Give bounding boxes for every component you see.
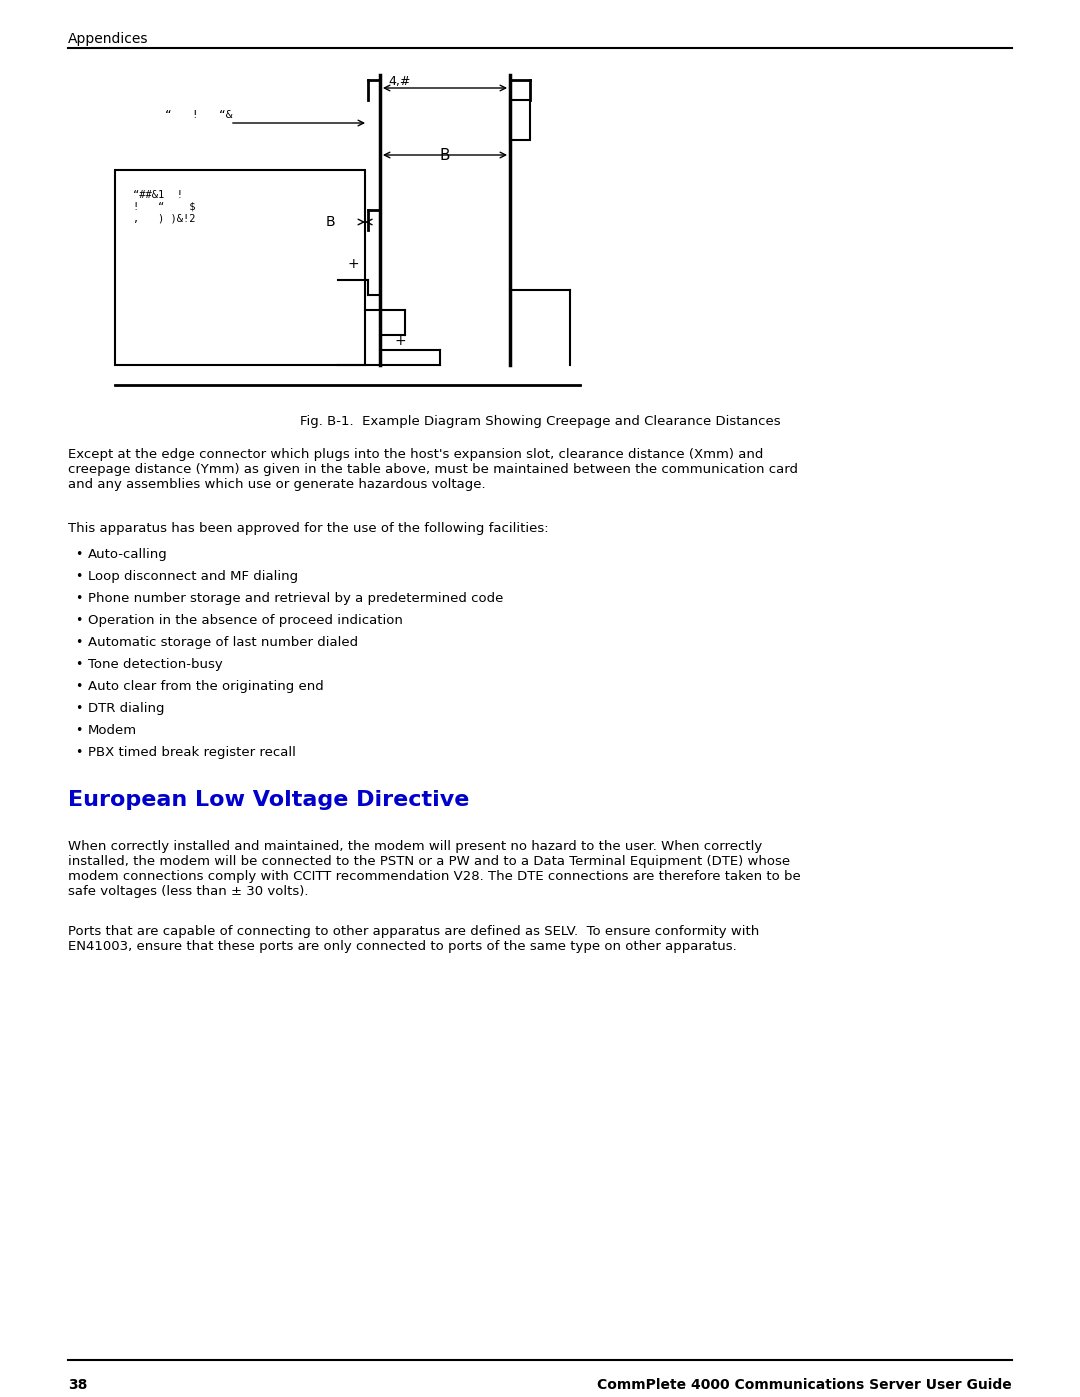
Text: This apparatus has been approved for the use of the following facilities:: This apparatus has been approved for the… (68, 522, 549, 535)
Bar (510, 101, 530, 140)
Text: Tone detection-busy: Tone detection-busy (87, 658, 222, 671)
Text: CommPlete 4000 Communications Server User Guide: CommPlete 4000 Communications Server Use… (597, 1377, 1012, 1391)
Text: •: • (75, 680, 82, 693)
Text: “   !   “&: “ ! “& (165, 110, 232, 120)
Text: Except at the edge connector which plugs into the host's expansion slot, clearan: Except at the edge connector which plugs… (68, 448, 798, 490)
Text: PBX timed break register recall: PBX timed break register recall (87, 746, 296, 759)
Text: •: • (75, 746, 82, 759)
Text: “##&1  !
!   “    $
,   ) )&!2: “##&1 ! ! “ $ , ) )&!2 (133, 190, 195, 224)
Text: •: • (75, 724, 82, 738)
Text: Phone number storage and retrieval by a predetermined code: Phone number storage and retrieval by a … (87, 592, 503, 605)
Text: Auto-calling: Auto-calling (87, 548, 167, 562)
Text: When correctly installed and maintained, the modem will present no hazard to the: When correctly installed and maintained,… (68, 840, 800, 898)
Text: 38: 38 (68, 1377, 87, 1391)
Text: 4,#: 4,# (389, 75, 411, 88)
Text: +: + (394, 334, 406, 348)
Text: •: • (75, 703, 82, 715)
Text: •: • (75, 615, 82, 627)
Bar (114, 170, 365, 365)
Text: Appendices: Appendices (68, 32, 149, 46)
Text: •: • (75, 548, 82, 562)
Text: Auto clear from the originating end: Auto clear from the originating end (87, 680, 324, 693)
Text: Loop disconnect and MF dialing: Loop disconnect and MF dialing (87, 570, 298, 583)
Text: •: • (75, 592, 82, 605)
Text: B: B (325, 215, 335, 229)
Text: +: + (347, 257, 359, 271)
Text: Ports that are capable of connecting to other apparatus are defined as SELV.  To: Ports that are capable of connecting to … (68, 925, 759, 953)
Text: •: • (75, 658, 82, 671)
Text: DTR dialing: DTR dialing (87, 703, 164, 715)
Text: Automatic storage of last number dialed: Automatic storage of last number dialed (87, 636, 359, 650)
Text: Operation in the absence of proceed indication: Operation in the absence of proceed indi… (87, 615, 403, 627)
Text: European Low Voltage Directive: European Low Voltage Directive (68, 789, 470, 810)
Text: Fig. B-1.  Example Diagram Showing Creepage and Clearance Distances: Fig. B-1. Example Diagram Showing Creepa… (299, 415, 781, 427)
Text: •: • (75, 570, 82, 583)
Text: •: • (75, 636, 82, 650)
Text: B: B (440, 148, 450, 162)
Text: Modem: Modem (87, 724, 137, 738)
